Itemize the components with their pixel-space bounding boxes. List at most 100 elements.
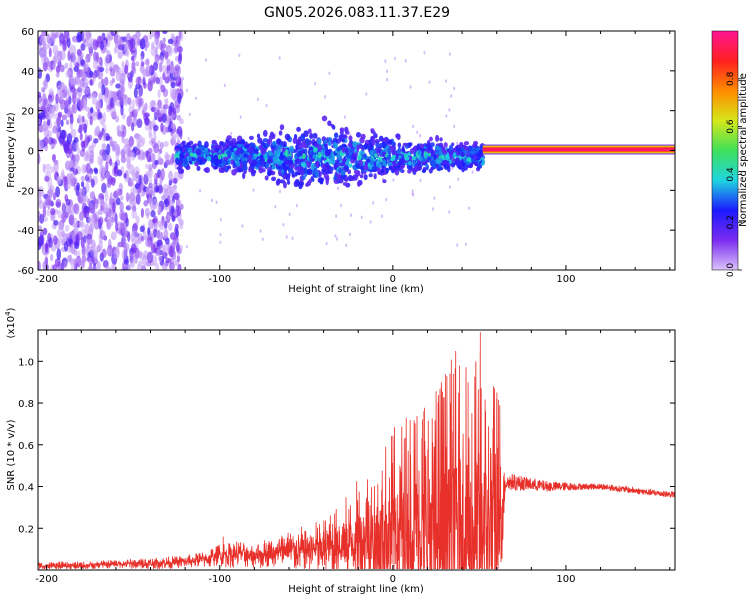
spectral-cell [430, 142, 435, 148]
spectral-cell [303, 130, 309, 138]
colorbar-tick-label: 0.0 [726, 263, 736, 278]
spectral-cell [353, 169, 359, 175]
spectral-cell [148, 132, 153, 140]
spectral-cell [101, 182, 107, 194]
spectral-cell [151, 183, 157, 189]
spectral-cell [61, 169, 65, 179]
spectral-cell [407, 169, 412, 174]
spectral-cell [90, 178, 95, 188]
spectral-cell [156, 230, 162, 240]
spectral-cell [412, 124, 415, 129]
spectral-cell [402, 142, 408, 147]
spectral-cell [73, 185, 78, 192]
spectral-cell [70, 86, 76, 93]
spectral-cell [248, 135, 254, 140]
spectral-cell [427, 144, 432, 151]
spectral-cell [70, 262, 76, 270]
spectral-cell [113, 93, 117, 104]
spectral-cell [335, 237, 338, 241]
spectral-cell [204, 150, 210, 156]
spectral-cell [46, 33, 51, 44]
spectral-cell [170, 257, 174, 265]
spectral-cell [224, 166, 229, 172]
spectral-cell [141, 190, 146, 197]
spectral-cell [63, 85, 68, 96]
spectral-cell [445, 114, 448, 118]
spectral-cell [151, 198, 159, 210]
spectral-cell [46, 119, 51, 126]
spectral-cell [84, 57, 89, 69]
spectral-cell [218, 160, 224, 164]
spectral-cell [134, 183, 140, 190]
spectral-cell [106, 248, 111, 255]
spectral-cell [271, 165, 276, 170]
spectral-cell [169, 157, 174, 166]
spectral-cell [60, 119, 64, 127]
spectral-cell [67, 254, 72, 263]
spectral-cell [105, 135, 111, 141]
spectral-cell [69, 158, 74, 169]
spectral-cell [138, 139, 145, 148]
spectral-cell [43, 78, 48, 90]
spectral-cell [297, 142, 303, 150]
snr-panel: -200 -100 0 100 0.2 0.4 0.6 0.8 1.0 Height of st… [4, 307, 676, 595]
spectral-cell [273, 150, 278, 155]
spectral-cell [128, 76, 133, 83]
spectral-cell [384, 59, 387, 64]
spectral-cell [441, 146, 446, 154]
spectral-cell [144, 124, 151, 131]
y-tick-label: -40 [18, 226, 34, 237]
spectral-cell [161, 65, 167, 73]
spectral-cell [85, 181, 90, 193]
spectral-cell [157, 206, 162, 213]
spectral-cell [333, 176, 338, 180]
x-tick-label: 100 [556, 574, 575, 585]
spectral-cell [242, 172, 246, 180]
spectral-cell [194, 161, 199, 167]
spectral-cell [73, 97, 80, 103]
spectral-cell [278, 130, 283, 136]
spectral-cell [227, 150, 232, 158]
spectral-cell [126, 158, 132, 168]
spectral-cell [94, 111, 98, 117]
spectral-cell [116, 188, 121, 198]
spectral-cell [142, 76, 146, 86]
spectral-cell [454, 157, 461, 165]
spectral-cell [187, 142, 191, 149]
spectral-cell [65, 98, 69, 110]
spectral-cell [387, 148, 391, 154]
spectral-cell [128, 97, 132, 107]
spectral-cell [123, 173, 127, 179]
colorbar-label: Normalized spectral amplitude [738, 73, 749, 227]
spectral-cell [217, 153, 222, 160]
spectral-cell [76, 182, 80, 191]
y-tick-label: 0.4 [18, 483, 34, 494]
spectral-cell [123, 44, 129, 57]
spectral-cell [261, 168, 266, 173]
spectral-cell [160, 122, 164, 133]
spectral-cell [411, 189, 414, 193]
spectral-cell [68, 96, 72, 105]
spectral-cell [112, 201, 116, 214]
spectral-cell [459, 147, 464, 153]
spectral-cell [101, 154, 106, 162]
spectral-cell [81, 253, 85, 265]
spectral-cell [38, 152, 41, 165]
spectral-cell [157, 157, 163, 166]
spectral-cell [174, 192, 180, 201]
spectral-cell [72, 258, 79, 264]
spectral-cell [91, 93, 97, 105]
spectral-cell [385, 197, 388, 202]
spectral-cell [309, 132, 314, 140]
spectral-cell [109, 158, 113, 166]
spectral-cell [147, 185, 154, 196]
spectral-cell [153, 124, 159, 132]
spectral-cell [119, 195, 124, 201]
spectral-cell [119, 72, 126, 85]
spectral-cell [392, 178, 395, 182]
spectral-cell [285, 235, 288, 239]
spectral-cell [296, 126, 301, 132]
spectral-cell [188, 157, 193, 162]
spectral-cell [101, 248, 107, 258]
spectral-cell [92, 266, 97, 270]
